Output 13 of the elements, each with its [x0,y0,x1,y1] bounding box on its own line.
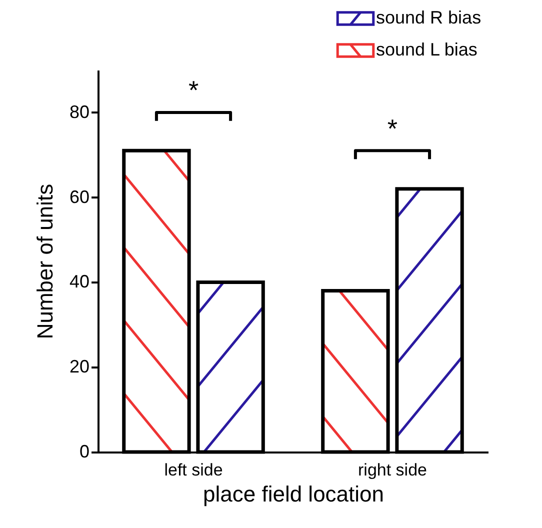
y-tick-label: 40 [69,272,90,292]
y-tick-label: 20 [69,356,90,377]
y-axis-title: Number of units [32,184,58,340]
x-tick-label: right side [358,460,427,480]
x-tick-label: left side [164,460,223,480]
y-tick-label: 80 [69,102,90,122]
legend-label: sound R bias [376,8,482,28]
y-tick-label: 60 [69,186,90,207]
annotation: * [188,75,199,106]
y-tick-label: 0 [79,442,90,462]
annotation: * [387,113,398,144]
x-axis-title: place field location [202,482,384,506]
legend-label: sound L bias [376,40,478,60]
